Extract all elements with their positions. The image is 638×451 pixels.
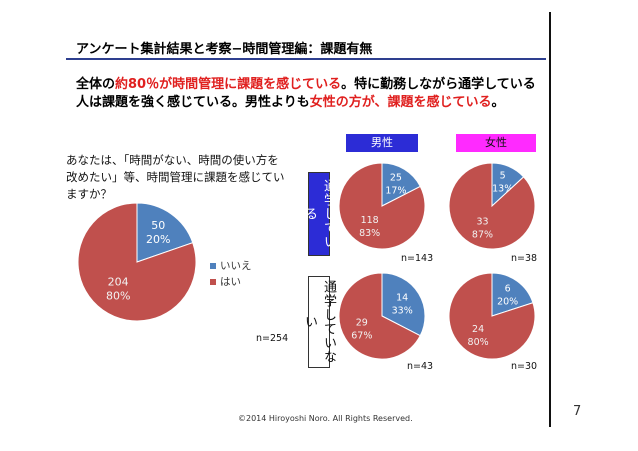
female-column-header: 女性 [456,134,536,152]
headline-highlight-2: 女性の方が、課題を感じている [309,95,492,110]
n-label-male-not-working: n=43 [407,361,434,372]
legend-swatch-yes [210,278,216,285]
male-working-slice-yes [338,162,426,250]
copyright-footer: ©2014 Hiroyoshi Noro. All Rights Reserve… [238,414,413,423]
headline-part-6: 。 [491,95,505,110]
female-working-percent-label-no: 13% [492,184,513,195]
pie-male-not-working: 14 33% 29 67% [338,272,426,360]
female-not-working-value-label-yes: 24 [472,324,484,335]
n-label-male-working: n=143 [401,253,434,264]
female-not-working-slice-no [491,272,534,317]
n-label-female-not-working: n=30 [511,361,538,372]
male-working-value-label-yes: 118 [361,215,379,226]
male-not-working-percent-label-yes: 67% [351,330,372,341]
headline-highlight-1: 約80％が時間管理に課題を感じている [115,77,342,92]
pie-female-not-working: 6 20% 24 80% [448,272,536,360]
legend-label-no: いいえ [220,260,252,272]
male-working-percent-label-yes: 83% [359,228,380,239]
male-column-header: 男性 [346,134,418,152]
headline-part-1: 全体の [76,77,116,92]
female-working-value-label-yes: 33 [476,217,488,228]
male-not-working-value-label-no: 14 [396,293,408,304]
n-label-overall: n=254 [256,333,289,344]
female-not-working-percent-label-yes: 80% [468,337,489,348]
female-not-working-value-label-no: 6 [505,283,511,294]
legend-item-yes: はい [210,274,241,289]
male-working-slice-no [381,162,421,207]
female-working-percent-label-yes: 87% [472,230,493,241]
legend-label-yes: はい [220,276,241,288]
male-not-working-slice-yes [338,272,421,360]
male-working-value-label-no: 25 [390,172,402,183]
headline-summary: 全体の約80％が時間管理に課題を感じている。特に勤務しながら通学している人は課題… [76,76,536,112]
page-number: 7 [573,404,582,419]
female-not-working-slice-yes [448,272,536,360]
male-not-working-slice-no [381,272,426,337]
overall-value-label-yes: 204 [108,275,129,288]
overall-percent-label-no: 20% [146,233,170,246]
male-working-percent-label-no: 17% [385,185,406,196]
male-not-working-percent-label-no: 33% [392,306,413,317]
female-working-value-label-no: 5 [500,171,506,182]
legend-item-no: いいえ [210,258,252,273]
pie-male-working: 25 17% 118 83% [338,162,426,250]
right-divider-bar [549,12,551,427]
overall-percent-label-yes: 80% [106,289,130,302]
female-working-slice-yes [448,162,536,250]
overall-value-label-no: 50 [151,219,165,232]
overall-slice-yes [77,202,197,322]
female-not-working-percent-label-no: 20% [497,296,518,307]
legend-swatch-no [210,262,216,269]
n-label-female-working: n=38 [511,253,538,264]
survey-question: あなたは、「時間がない、時間の使い方を改めたい」等、時間管理に課題を感じています… [66,153,285,201]
headline-part-3: 。特に勤務しながら通学してい [341,77,523,92]
male-not-working-value-label-yes: 29 [356,317,368,328]
headline-part-4: る人は課題を強く感じている。男性よりも [76,77,536,110]
title-underline [66,58,546,60]
slide-title: アンケート集計結果と考察−時間管理編：課題有無 [76,42,373,57]
pie-female-working: 5 13% 33 87% [448,162,536,250]
